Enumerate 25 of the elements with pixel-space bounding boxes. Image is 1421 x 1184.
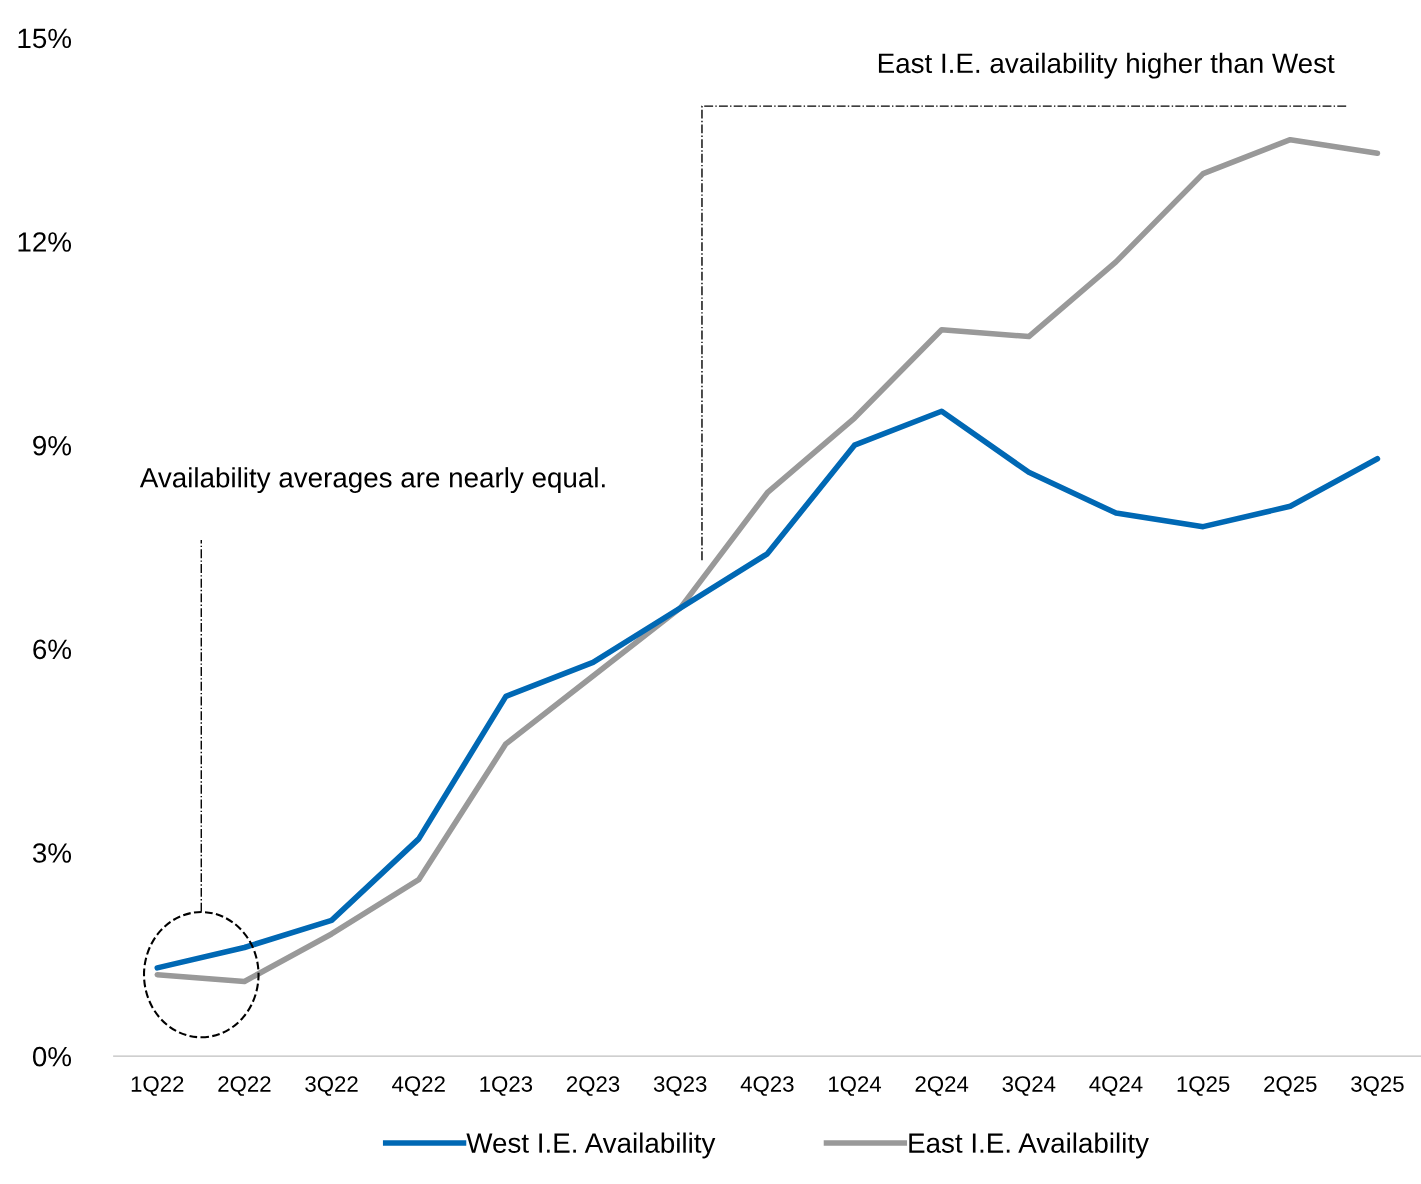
x-tick-label: 2Q25 (1264, 1076, 1317, 1096)
annotation: Availability averages are nearly equal. (139, 467, 605, 494)
x-tick-label: 3Q22 (305, 1076, 358, 1096)
y-tick-label: 0% (32, 1046, 72, 1067)
x-tick-label: 1Q23 (480, 1076, 533, 1096)
x-tick-label: 1Q24 (829, 1076, 882, 1096)
x-tick-label: 3Q25 (1351, 1076, 1404, 1096)
legend-label: West I.E. Availability (466, 1132, 716, 1159)
y-tick-label: 6% (33, 639, 72, 660)
x-tick-label: 2Q22 (218, 1076, 271, 1096)
x-tick-label: 4Q23 (740, 1076, 794, 1096)
x-tick-label: 2Q23 (566, 1076, 620, 1096)
y-tick-label: 12% (18, 232, 72, 252)
x-tick-label: 1Q22 (131, 1076, 184, 1096)
x-tick-label: 2Q24 (915, 1076, 969, 1096)
legend-label: East I.E. Availability (909, 1132, 1149, 1159)
x-tick-label: 1Q25 (1177, 1076, 1230, 1096)
annotation: East I.E. availability higher than West (878, 52, 1335, 79)
x-tick-label: 4Q22 (392, 1076, 445, 1096)
x-tick-label: 4Q24 (1089, 1076, 1143, 1096)
y-tick-label: 9% (33, 435, 72, 456)
x-tick-label: 3Q23 (653, 1076, 707, 1096)
y-tick-label: 3% (32, 843, 72, 863)
x-tick-label: 3Q24 (1002, 1076, 1056, 1096)
y-tick-label: 15% (18, 28, 72, 49)
